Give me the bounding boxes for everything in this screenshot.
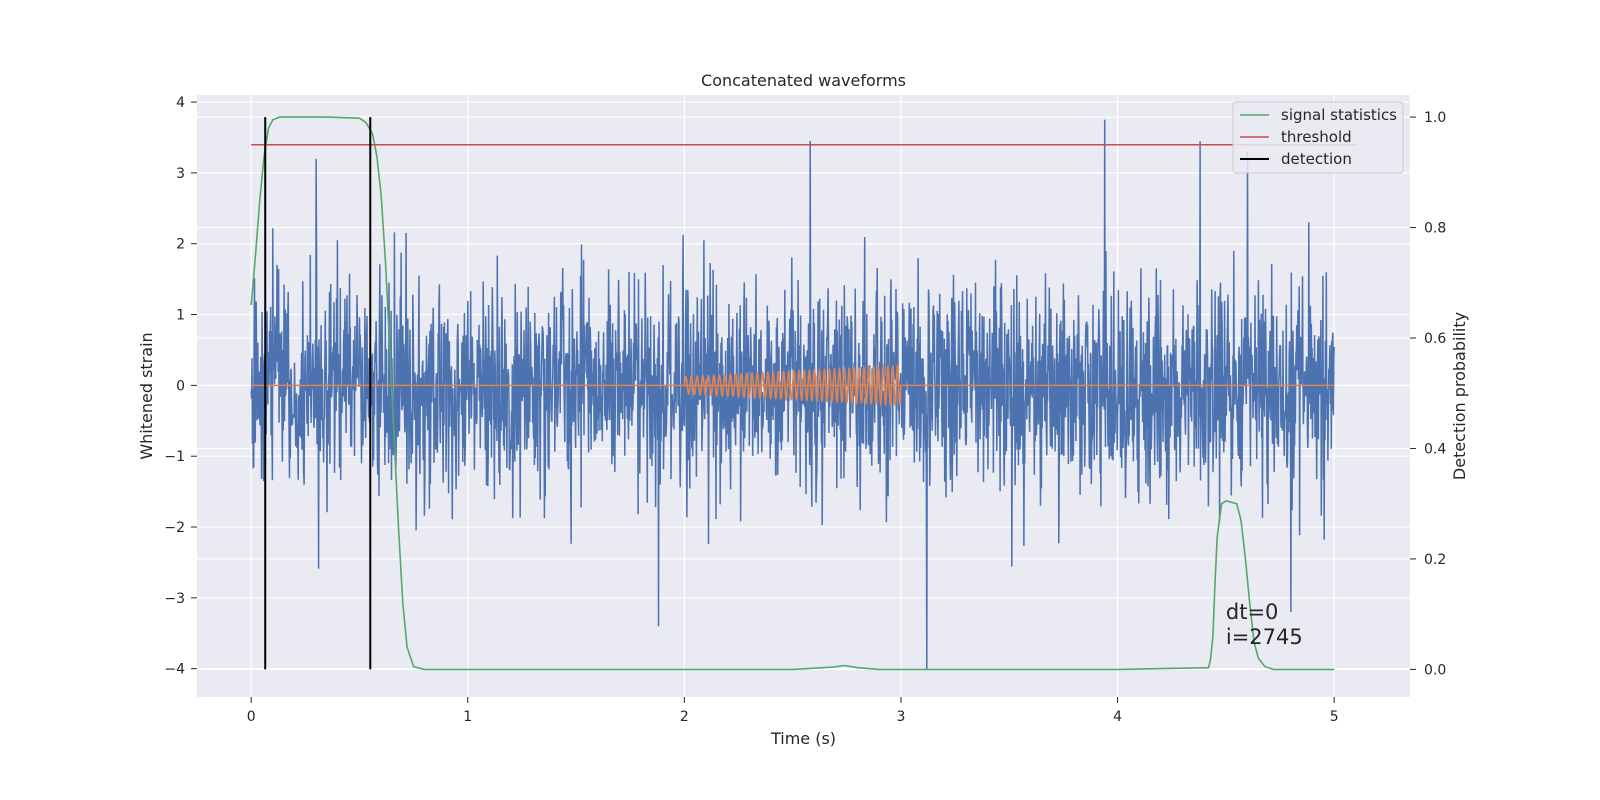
annotation-dt: dt=0 — [1226, 600, 1279, 624]
x-tick-label: 5 — [1330, 709, 1339, 725]
y2-tick-label: 0.8 — [1424, 221, 1446, 237]
legend-label-detection: detection — [1281, 150, 1352, 168]
y2-axis-label: Detection probability — [1450, 312, 1469, 480]
strain-series-line — [250, 119, 1335, 669]
x-tick-label: 3 — [897, 709, 906, 725]
x-tick-label: 0 — [247, 709, 256, 725]
axes: 0 1 2 3 4 5 −4 −3 −2 −1 0 1 2 3 4 0.0 0.2 0.4 0.6 0.8 1.0 — [164, 95, 1446, 725]
y-tick-label: 3 — [176, 166, 185, 182]
y-tick-label: −4 — [164, 662, 185, 678]
x-axis-label: Time (s) — [770, 729, 836, 748]
x-tick-label: 4 — [1113, 709, 1122, 725]
legend-label-threshold: threshold — [1281, 128, 1352, 146]
y-tick-label: 4 — [176, 95, 185, 111]
y-tick-label: 2 — [176, 237, 185, 253]
plot-content — [250, 116, 1356, 671]
y2-tick-label: 0.0 — [1424, 662, 1446, 678]
x-tick-label: 2 — [680, 709, 689, 725]
x-tick-label: 1 — [463, 709, 472, 725]
y-tick-label: 1 — [176, 308, 185, 324]
signal-statistics-line — [250, 116, 1335, 671]
legend: signal statistics threshold detection — [1232, 101, 1404, 174]
y-tick-label: −1 — [164, 449, 185, 465]
annotation-index: i=2745 — [1226, 625, 1303, 649]
y2-tick-label: 0.4 — [1424, 441, 1446, 457]
y2-tick-label: 0.6 — [1424, 331, 1446, 347]
y-tick-label: −3 — [164, 591, 185, 607]
legend-box — [1232, 101, 1404, 174]
chart-title: Concatenated waveforms — [701, 71, 906, 90]
legend-label-signal-statistics: signal statistics — [1281, 106, 1397, 124]
y-tick-label: 0 — [176, 378, 185, 394]
y2-tick-label: 1.0 — [1424, 110, 1446, 126]
y2-tick-label: 0.2 — [1424, 552, 1446, 568]
y-axis-label: Whitened strain — [137, 332, 156, 459]
y-tick-label: −2 — [164, 520, 185, 536]
detection-lines — [264, 117, 372, 670]
